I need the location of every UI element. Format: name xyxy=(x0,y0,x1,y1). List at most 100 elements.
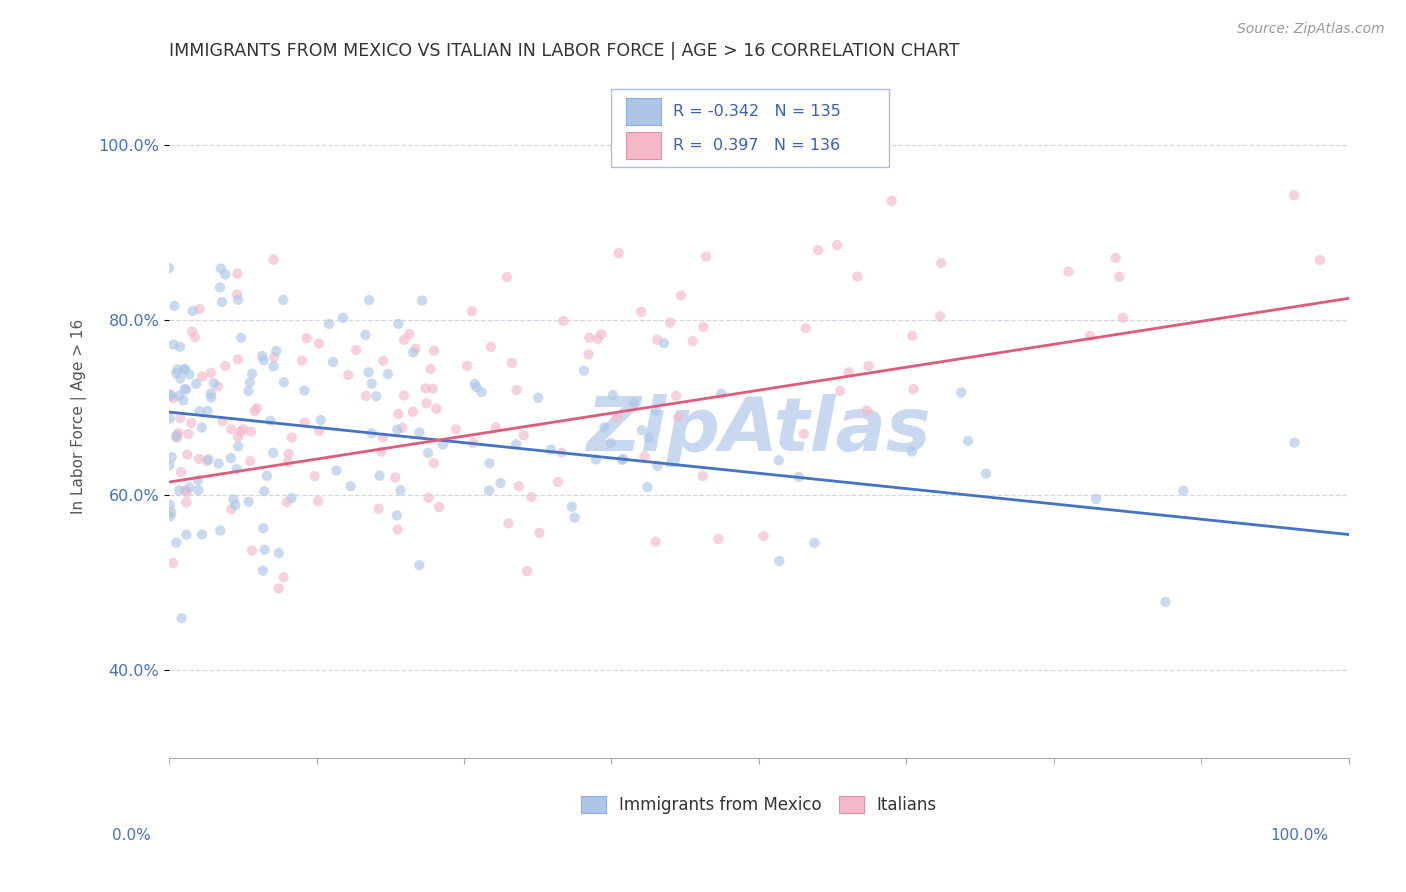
Point xyxy=(361,426,384,441)
Point xyxy=(224,498,246,512)
Point xyxy=(478,456,501,470)
Point xyxy=(391,421,413,435)
Point xyxy=(200,366,222,380)
Point xyxy=(357,365,380,379)
Point xyxy=(659,316,682,330)
Point xyxy=(165,429,187,443)
Point xyxy=(309,413,332,427)
Point xyxy=(645,458,668,473)
Point xyxy=(1085,491,1108,506)
Point xyxy=(200,386,222,401)
Point xyxy=(564,510,586,524)
Point xyxy=(501,356,523,370)
Point xyxy=(208,280,231,294)
Point xyxy=(1104,251,1126,265)
Point xyxy=(1154,595,1177,609)
Point xyxy=(354,389,377,403)
Y-axis label: In Labor Force | Age > 16: In Labor Force | Age > 16 xyxy=(72,318,87,514)
Point xyxy=(540,442,562,457)
Point xyxy=(167,483,190,498)
Point xyxy=(479,340,502,354)
Point xyxy=(527,391,550,405)
Point xyxy=(263,359,285,374)
Point xyxy=(623,396,645,410)
Point xyxy=(367,501,389,516)
Point xyxy=(665,389,688,403)
Point xyxy=(173,382,195,396)
Point xyxy=(794,321,817,335)
Point xyxy=(271,293,294,307)
Point xyxy=(209,261,232,276)
Text: R = -0.342   N = 135: R = -0.342 N = 135 xyxy=(673,103,841,119)
Point xyxy=(550,446,572,460)
Point xyxy=(252,521,274,535)
Point xyxy=(167,426,190,441)
Point xyxy=(159,411,181,425)
Point xyxy=(253,353,276,368)
Point xyxy=(226,287,249,301)
Point xyxy=(226,352,249,367)
Point xyxy=(838,365,860,379)
Point xyxy=(187,483,209,497)
Point xyxy=(263,252,285,267)
Point xyxy=(880,194,903,208)
Point xyxy=(384,470,406,484)
Point xyxy=(1282,188,1305,202)
Point xyxy=(273,570,295,584)
Point xyxy=(385,508,408,523)
Point xyxy=(191,527,214,541)
Text: Source: ZipAtlas.com: Source: ZipAtlas.com xyxy=(1237,22,1385,37)
Point xyxy=(787,470,810,484)
Point xyxy=(631,423,654,437)
Point xyxy=(170,611,193,625)
Point xyxy=(956,434,979,448)
Point xyxy=(520,490,543,504)
Point xyxy=(1173,483,1195,498)
Point xyxy=(512,428,534,442)
Point xyxy=(250,349,273,363)
Point xyxy=(422,382,444,396)
Point xyxy=(607,246,630,260)
Point xyxy=(166,431,188,445)
Point xyxy=(636,480,658,494)
Point xyxy=(463,436,485,450)
Point xyxy=(211,414,233,428)
Point xyxy=(239,376,262,390)
Point xyxy=(572,364,595,378)
Point xyxy=(202,376,225,390)
Point xyxy=(387,423,409,437)
Point xyxy=(176,527,198,541)
Point xyxy=(190,420,212,434)
Point xyxy=(768,453,790,467)
Point xyxy=(162,556,184,570)
Point xyxy=(308,336,330,351)
Point xyxy=(339,479,361,493)
Point xyxy=(238,384,260,398)
Point xyxy=(793,426,815,441)
Point xyxy=(645,333,668,347)
Point xyxy=(373,353,395,368)
Point xyxy=(411,293,433,308)
Point xyxy=(179,481,201,495)
Point xyxy=(387,317,409,331)
Point xyxy=(238,495,260,509)
Point xyxy=(169,371,191,385)
Point xyxy=(177,426,200,441)
Point xyxy=(221,502,243,516)
Point xyxy=(901,328,924,343)
Point xyxy=(752,529,775,543)
Point xyxy=(239,454,262,468)
Point xyxy=(159,388,181,402)
Point xyxy=(768,554,790,568)
Point xyxy=(456,359,478,373)
Point xyxy=(478,483,501,498)
Point xyxy=(392,388,415,402)
Point xyxy=(387,407,409,421)
FancyBboxPatch shape xyxy=(612,89,889,168)
Point xyxy=(633,449,655,463)
Point xyxy=(578,347,600,361)
Point xyxy=(644,403,666,417)
Point xyxy=(498,516,520,531)
Point xyxy=(392,333,415,347)
Point xyxy=(418,446,440,460)
